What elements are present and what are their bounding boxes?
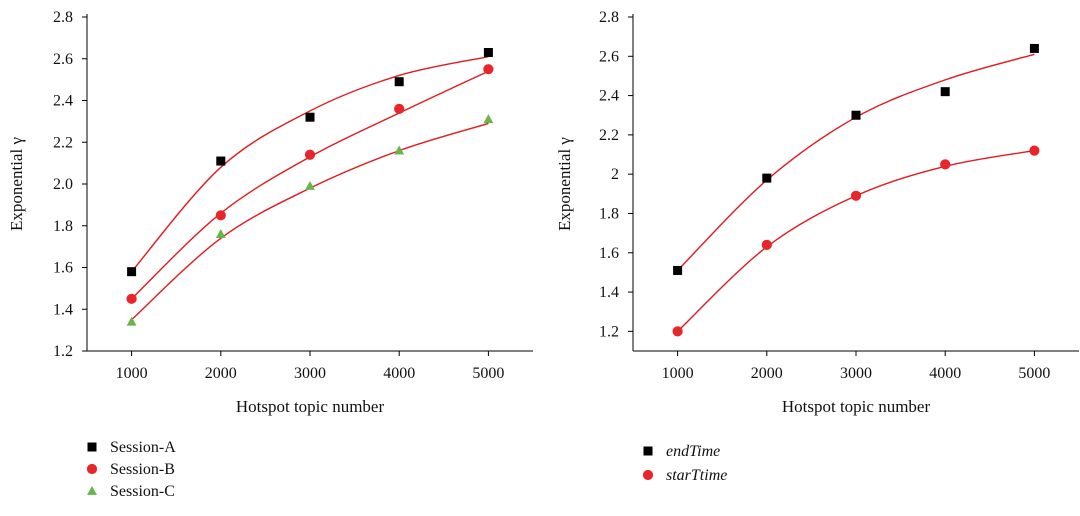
point-endtime	[851, 110, 861, 120]
point-starttime	[672, 326, 683, 337]
point-session-a	[216, 156, 226, 166]
point-endtime	[940, 87, 950, 97]
legend-label-session-b: Session-B	[110, 461, 175, 478]
legend-marker-session-c	[87, 485, 97, 495]
point-session-c	[394, 145, 405, 155]
point-starttime	[1029, 145, 1040, 156]
x-tick-label: 3000	[840, 365, 872, 382]
y-tick-label: 2.8	[599, 9, 619, 26]
x-tick-label: 4000	[383, 365, 415, 382]
fit-curve-session-b	[131, 70, 489, 300]
point-starttime	[850, 190, 862, 201]
x-axis-label: Hotspot topic number	[236, 397, 385, 416]
y-tick-label: 2.0	[53, 176, 73, 193]
point-session-a	[483, 47, 493, 57]
point-session-c	[483, 114, 494, 124]
y-tick-label: 1.4	[53, 301, 73, 318]
point-session-b	[126, 293, 137, 304]
y-tick-label: 2.4	[599, 88, 619, 105]
legend-label-session-c: Session-C	[110, 483, 175, 500]
right-chart: 1.2 1.4 1.6 1.8 2 2.2 2.4 2.6 2.8 1000 2000 3000 400…	[555, 9, 1079, 484]
y-axis-label: Exponential γ	[555, 137, 574, 231]
point-session-c	[126, 316, 137, 326]
point-endtime	[1029, 43, 1039, 53]
x-tick-label: 1000	[662, 365, 694, 382]
legend-label-session-a: Session-A	[110, 439, 176, 456]
x-axis-label: Hotspot topic number	[782, 397, 931, 416]
x-tick-label: 2000	[751, 365, 783, 382]
point-session-a	[394, 77, 404, 87]
fit-curve-session-c	[131, 122, 489, 321]
y-axis-label: Exponential γ	[7, 137, 26, 231]
point-session-b	[304, 149, 316, 160]
legend-marker-session-b	[86, 463, 98, 475]
left-chart: 1.2 1.4 1.6 1.8 2.0 2.2 2.4 2.6 2.8 1000 2000 3000 4…	[7, 9, 533, 500]
y-tick-label: 1.8	[53, 218, 73, 235]
point-session-c	[215, 228, 226, 238]
y-tick-label: 2.4	[53, 93, 73, 110]
y-tick-label: 2.8	[53, 9, 73, 26]
y-tick-label: 1.2	[53, 343, 73, 360]
point-session-a	[305, 112, 315, 122]
x-tick-label: 5000	[472, 365, 504, 382]
point-starttime	[940, 159, 951, 170]
fit-curve-starttime	[677, 149, 1035, 332]
y-tick-label: 2	[611, 166, 619, 183]
legend-label-endtime: endTime	[666, 443, 720, 460]
fit-curve-endtime	[677, 53, 1035, 271]
point-starttime	[761, 239, 772, 251]
y-tick-label: 2.6	[53, 51, 73, 68]
y-tick-label: 2.2	[53, 134, 73, 151]
y-tick-label: 1.6	[599, 245, 619, 262]
y-tick-label: 2.2	[599, 127, 619, 144]
point-session-b	[394, 103, 405, 114]
y-tick-label: 1.8	[599, 205, 619, 222]
y-tick-label: 1.6	[53, 260, 73, 277]
y-tick-label: 1.4	[599, 284, 619, 301]
legend-marker-starttime	[642, 469, 654, 481]
legend-marker-session-a	[87, 442, 97, 452]
point-session-c	[305, 180, 315, 190]
x-tick-label: 3000	[294, 365, 326, 382]
x-tick-label: 4000	[929, 365, 961, 382]
point-session-b	[483, 64, 494, 75]
point-endtime	[762, 173, 772, 183]
x-tick-label: 2000	[205, 365, 237, 382]
point-session-b	[215, 210, 226, 221]
legend-marker-endtime	[643, 446, 653, 456]
x-tick-label: 1000	[116, 365, 148, 382]
point-session-a	[127, 267, 137, 277]
legend-label-starttime: starTtime	[666, 467, 727, 484]
y-tick-label: 1.2	[599, 323, 619, 340]
fit-curve-session-a	[131, 55, 489, 273]
y-tick-label: 2.6	[599, 48, 619, 65]
x-tick-label: 5000	[1018, 365, 1050, 382]
point-endtime	[673, 265, 683, 275]
